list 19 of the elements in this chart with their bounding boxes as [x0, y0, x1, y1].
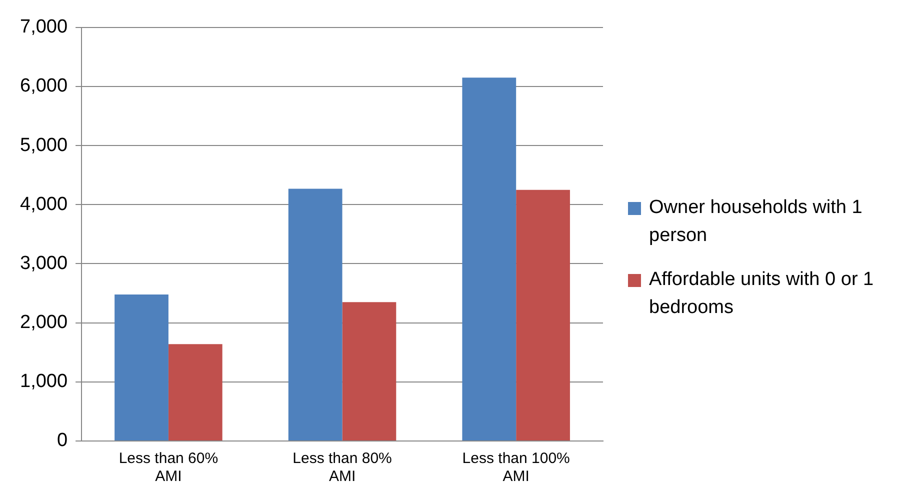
- y-tick-label: 3,000: [20, 252, 68, 274]
- x-tick-label: Less than 80% AMI: [292, 450, 392, 486]
- y-tick-label: 5,000: [20, 134, 68, 156]
- y-tick-label: 4,000: [20, 194, 68, 215]
- bar: [288, 188, 342, 440]
- y-tick-label: 0: [56, 430, 68, 452]
- bar: [342, 302, 396, 440]
- legend-label: Affordable units with 0 or 1 bedrooms: [649, 268, 875, 320]
- bar: [516, 190, 570, 440]
- x-tick-label: Less than 60% AMI: [118, 450, 218, 486]
- bar: [462, 78, 516, 440]
- y-tick-label: 6,000: [20, 76, 68, 97]
- y-tick-label: 7,000: [20, 16, 68, 38]
- y-tick-label: 1,000: [20, 371, 68, 392]
- legend-label: Owner households with 1 person: [649, 196, 864, 248]
- bar: [168, 344, 222, 440]
- y-tick-label: 2,000: [20, 312, 68, 334]
- bar: [114, 294, 168, 440]
- x-tick-label: Less than 100% AMI: [462, 450, 570, 486]
